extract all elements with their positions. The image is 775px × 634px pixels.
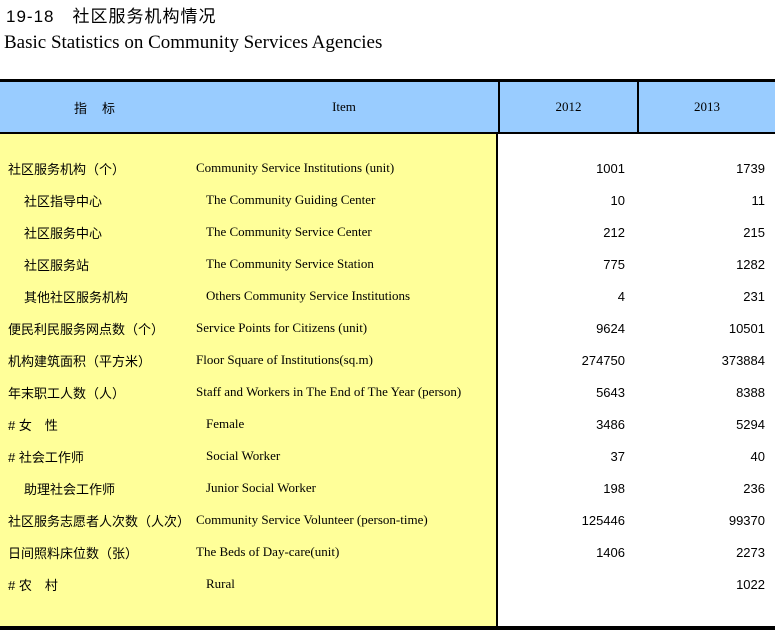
row-label-en: The Beds of Day-care(unit) (196, 544, 340, 559)
row-value-2013: 1739 (736, 160, 765, 176)
row-label-zh: 社区服务站 (24, 257, 90, 273)
table-row: 日间照料床位数（张） The Beds of Day-care(unit) 14… (0, 536, 775, 568)
row-label-zh: 社区服务志愿者人次数（人次） (8, 513, 191, 529)
header-cell-indicator: 指 标 (73, 100, 116, 116)
row-value-2012: 5643 (596, 384, 625, 400)
row-value-2013: 99370 (728, 512, 765, 528)
row-label-zh: 便民利民服务网点数（个） (8, 321, 165, 337)
title-block: 19-18 社区服务机构情况 Basic Statistics on Commu… (0, 0, 775, 79)
row-value-2013: 1282 (736, 256, 765, 272)
row-label-en: Community Service Institutions (unit) (196, 160, 395, 175)
row-value-2013: 231 (743, 288, 765, 304)
row-label-zh: 年末职工人数（人） (8, 385, 126, 401)
row-label-en: Others Community Service Institutions (206, 288, 411, 303)
table-row: 社区服务机构（个） Community Service Institutions… (0, 152, 775, 184)
row-label-en: The Community Service Station (206, 256, 374, 271)
row-label-en: Social Worker (206, 448, 281, 463)
row-value-2013: 40 (750, 448, 765, 464)
row-label-en: The Community Service Center (206, 224, 372, 239)
table-row: 机构建筑面积（平方米） Floor Square of Institutions… (0, 344, 775, 376)
row-value-2012: 775 (603, 256, 625, 272)
row-value-2012: 4 (617, 288, 625, 304)
row-value-2012: 274750 (581, 352, 625, 368)
row-label-zh: 助理社会工作师 (24, 481, 116, 497)
table-body: 社区服务机构（个） Community Service Institutions… (0, 134, 775, 626)
table-row: 社区服务站 The Community Service Station 775 … (0, 248, 775, 280)
table-row: 助理社会工作师 Junior Social Worker 198 236 (0, 472, 775, 504)
row-label-zh: 社区服务中心 (24, 225, 103, 241)
row-value-2013: 373884 (721, 352, 765, 368)
row-label-en: Junior Social Worker (206, 480, 316, 495)
row-label-en: The Community Guiding Center (206, 192, 376, 207)
row-value-2013: 2273 (736, 544, 765, 560)
row-value-2012: 212 (603, 224, 625, 240)
table-english-title: Basic Statistics on Community Services A… (4, 32, 383, 53)
table-row: 便民利民服务网点数（个） Service Points for Citizens… (0, 312, 775, 344)
table-row: # 社会工作师 Social Worker 37 40 (0, 440, 775, 472)
row-label-zh: 社区服务机构（个） (8, 161, 126, 177)
row-value-2012: 198 (603, 480, 625, 496)
table-row: # 农 村 Rural 1022 (0, 568, 775, 600)
row-value-2013: 5294 (736, 416, 765, 432)
table-row: 社区指导中心 The Community Guiding Center 10 1… (0, 184, 775, 216)
row-value-2012: 9624 (596, 320, 625, 336)
header-cell-year-2012: 2012 (498, 82, 637, 132)
row-label-en: Service Points for Citizens (unit) (196, 320, 368, 335)
row-value-2012: 37 (610, 448, 625, 464)
row-value-2012: 10 (610, 192, 625, 208)
table-header-row: 指 标 Item 2012 2013 (0, 82, 775, 134)
row-label-zh: 机构建筑面积（平方米） (8, 353, 152, 369)
row-label-en: Community Service Volunteer (person-time… (196, 512, 428, 527)
row-label-zh: # 女 性 (8, 417, 58, 433)
row-value-2013: 1022 (736, 576, 765, 592)
row-value-2013: 215 (743, 224, 765, 240)
row-value-2013: 10501 (728, 320, 765, 336)
row-label-zh: # 农 村 (8, 577, 58, 593)
header-cell-item: Item (332, 99, 356, 114)
table-row: # 女 性 Female 3486 5294 (0, 408, 775, 440)
row-value-2013: 8388 (736, 384, 765, 400)
row-value-2013: 11 (751, 192, 766, 208)
row-value-2013: 236 (743, 480, 765, 496)
row-value-2012: 1406 (596, 544, 625, 560)
statistics-table: 指 标 Item 2012 2013 社区服务机构（个） Community S… (0, 79, 775, 630)
table-row: 社区服务中心 The Community Service Center 212 … (0, 216, 775, 248)
row-label-en: Floor Square of Institutions(sq.m) (196, 352, 373, 367)
row-label-en: Rural (206, 576, 235, 591)
table-row: 社区服务志愿者人次数（人次） Community Service Volunte… (0, 504, 775, 536)
row-label-en: Staff and Workers in The End of The Year… (196, 384, 462, 399)
table-number-and-chinese-title: 19-18 社区服务机构情况 (6, 7, 217, 26)
row-value-2012: 1001 (596, 160, 625, 176)
row-value-2012: 125446 (581, 512, 625, 528)
row-label-zh: 其他社区服务机构 (24, 289, 129, 305)
row-label-en: Female (206, 416, 245, 431)
table-row: 其他社区服务机构 Others Community Service Instit… (0, 280, 775, 312)
row-value-2012: 3486 (596, 416, 625, 432)
row-label-zh: # 社会工作师 (8, 449, 84, 465)
row-label-zh: 社区指导中心 (24, 193, 103, 209)
table-row: 年末职工人数（人） Staff and Workers in The End o… (0, 376, 775, 408)
row-label-zh: 日间照料床位数（张） (8, 545, 139, 561)
header-cell-year-2013: 2013 (637, 82, 775, 132)
